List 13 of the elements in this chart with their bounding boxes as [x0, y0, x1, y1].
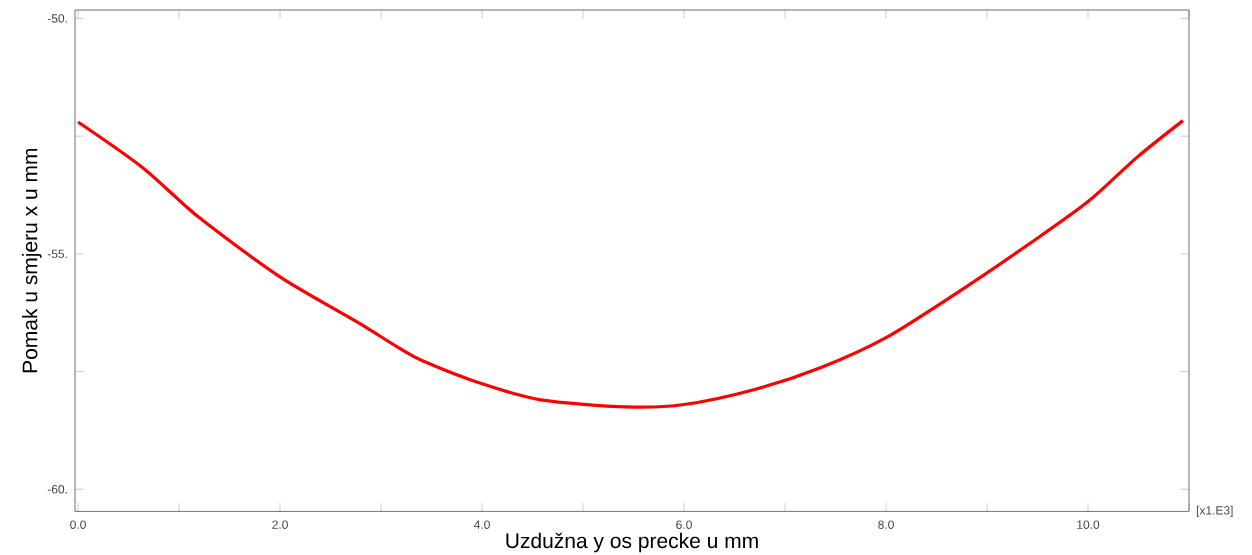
x-tick-label: 6.0	[676, 520, 692, 529]
text: [x1.E3]	[1196, 505, 1233, 517]
y-tick-label: -50.	[47, 14, 67, 23]
x-tick-label: 0.0	[70, 520, 86, 529]
line-series	[76, 119, 1185, 409]
x-tick-label: 2.0	[272, 520, 288, 529]
x-tick-label: 4.0	[473, 520, 490, 529]
x-tick-label: 10.0	[1077, 520, 1100, 529]
x-tick-label: 8.0	[878, 520, 894, 529]
x-axis-title: Uzdužna y os precke u mm	[506, 532, 758, 553]
y-axis-title: Pomak u smjeru x u mm	[21, 148, 42, 373]
y-tick-label: -60.	[47, 485, 67, 494]
y-tick-label: -55.	[47, 249, 67, 259]
